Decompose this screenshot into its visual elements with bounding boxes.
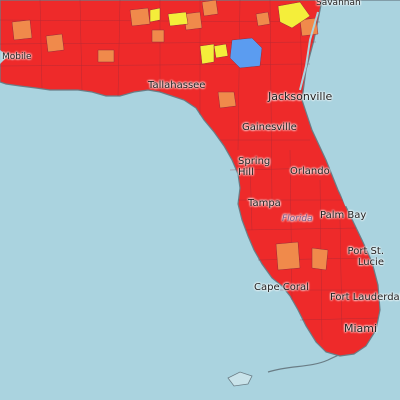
mobile-bay [0, 50, 8, 64]
blue-county [229, 37, 263, 69]
yellow-counties [149, 1, 311, 65]
indian-river-lagoon [331, 169, 347, 207]
st-johns-river [299, 11, 319, 91]
florida-keys-island [227, 371, 253, 387]
county-boundaries [0, 0, 379, 341]
orange-counties [11, 0, 329, 271]
